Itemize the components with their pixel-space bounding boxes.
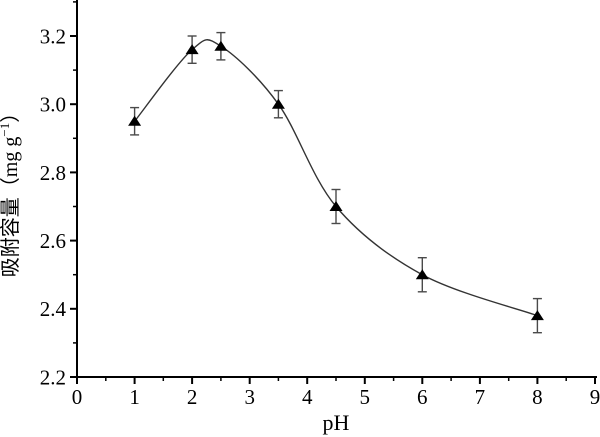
y-tick-label: 2.2	[40, 365, 66, 389]
data-series	[128, 40, 544, 321]
y-tick-label: 3.0	[40, 93, 66, 117]
x-tick-label: 9	[590, 385, 600, 409]
data-point-marker	[128, 115, 142, 126]
data-point-marker	[185, 44, 199, 55]
y-tick-label: 2.8	[40, 161, 66, 185]
data-point-marker	[214, 40, 228, 51]
x-tick-label: 2	[187, 385, 198, 409]
x-tick-label: 1	[129, 385, 140, 409]
y-tick-label: 2.6	[40, 229, 66, 253]
x-axis: 0 1 2 3 4 5 6 7 8 9	[72, 376, 600, 409]
x-tick-label: 4	[302, 385, 313, 409]
trend-curve	[134, 39, 538, 317]
x-tick-label: 5	[360, 385, 371, 409]
x-tick-label: 6	[417, 385, 428, 409]
x-tick-label: 3	[244, 385, 255, 409]
y-tick-label: 3.2	[40, 24, 66, 48]
y-tick-label: 2.4	[40, 297, 67, 321]
y-axis-label: 吸附容量（mg g−1）	[0, 103, 22, 277]
x-tick-label: 0	[72, 385, 83, 409]
data-point-marker	[329, 201, 343, 211]
data-point-marker	[415, 269, 429, 280]
error-bars	[130, 31, 542, 334]
x-tick-label: 7	[475, 385, 486, 409]
data-point-marker	[271, 98, 285, 109]
y-axis: 2.2 2.4 2.6 2.8 3.0 3.2	[40, 0, 78, 389]
x-tick-label: 8	[532, 385, 543, 409]
data-point-marker	[530, 310, 544, 321]
x-axis-label: pH	[323, 410, 350, 435]
